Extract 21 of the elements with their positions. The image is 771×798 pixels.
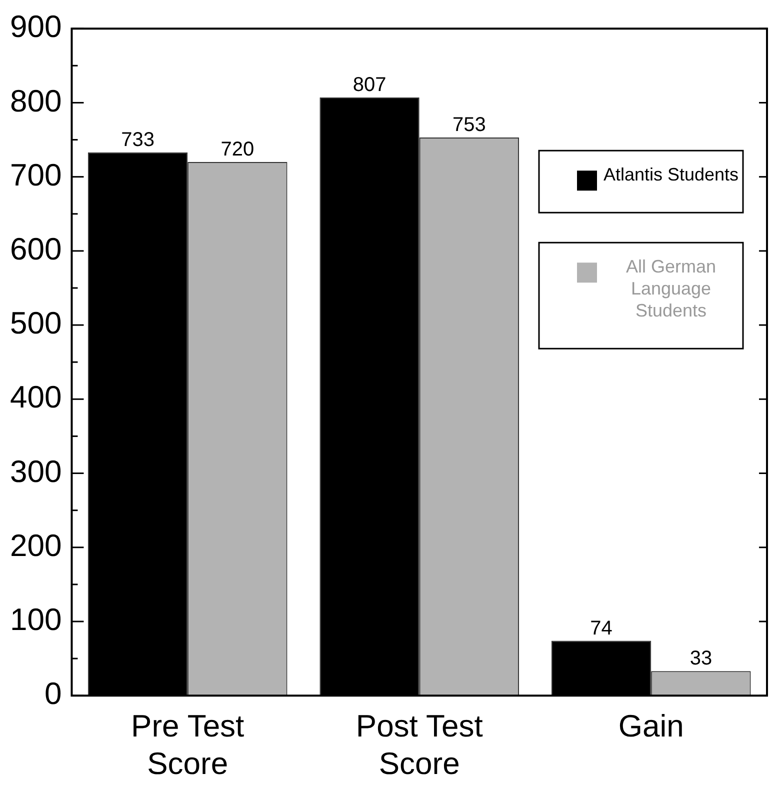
x-tick-label: Gain: [618, 708, 684, 744]
y-tick-label: 300: [10, 454, 62, 489]
data-label: 74: [590, 617, 612, 640]
data-label: 807: [352, 74, 386, 96]
y-tick-label: 500: [10, 306, 62, 341]
y-tick-label: 0: [44, 676, 62, 712]
y-tick-label: 200: [10, 528, 62, 563]
data-label: 33: [690, 648, 712, 670]
y-tick-label: 600: [10, 231, 62, 266]
y-tick-label: 100: [10, 602, 62, 638]
x-tick-label: Post Test Score: [356, 708, 484, 781]
x-tick-label: Pre Test Score: [131, 708, 245, 781]
y-tick-label: 900: [10, 9, 62, 44]
data-label: 733: [121, 128, 154, 151]
y-tick-label: 700: [10, 157, 62, 192]
legend-label: All German Language Students: [626, 256, 716, 321]
y-tick-label: 400: [10, 380, 62, 415]
legend-label: Atlantis Students: [603, 164, 739, 185]
data-label: 720: [220, 138, 254, 161]
data-label: 753: [452, 114, 486, 136]
y-tick-label: 800: [10, 83, 62, 118]
